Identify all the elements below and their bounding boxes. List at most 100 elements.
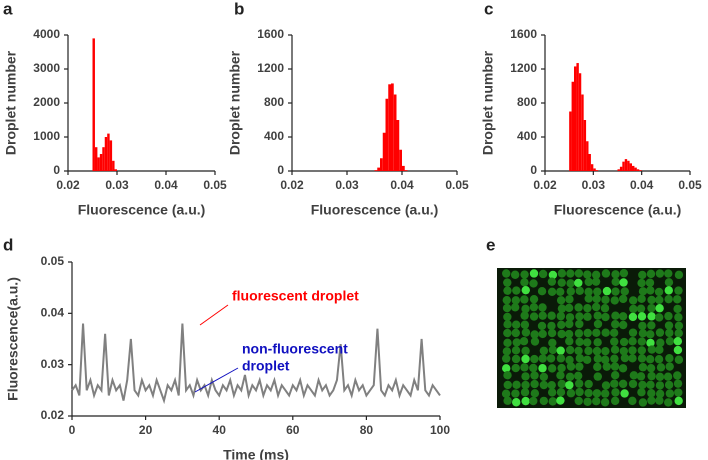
histogram-bar bbox=[583, 120, 587, 171]
droplet bbox=[503, 371, 512, 380]
droplet bbox=[591, 277, 601, 286]
y-axis-title: Droplet number bbox=[480, 50, 496, 155]
y-axis-title: Droplet number bbox=[227, 50, 243, 155]
y-tick-label: 1600 bbox=[510, 27, 537, 41]
droplet bbox=[584, 277, 593, 287]
droplet bbox=[601, 355, 610, 364]
droplet bbox=[601, 269, 611, 278]
x-tick-label: 40 bbox=[213, 423, 227, 437]
x-tick-label: 0.02 bbox=[280, 178, 304, 192]
droplet bbox=[584, 346, 593, 356]
droplet bbox=[511, 296, 521, 305]
droplet bbox=[620, 353, 630, 363]
histogram-bar bbox=[92, 38, 95, 172]
droplet bbox=[529, 302, 539, 312]
droplet bbox=[575, 286, 584, 296]
histogram-bar bbox=[590, 164, 594, 171]
histogram-bar bbox=[97, 157, 100, 171]
droplet bbox=[674, 270, 684, 280]
droplet bbox=[582, 355, 592, 364]
droplet bbox=[664, 294, 673, 304]
droplet bbox=[583, 328, 592, 338]
droplet bbox=[601, 328, 610, 337]
droplet bbox=[673, 371, 682, 380]
droplet bbox=[602, 286, 612, 296]
y-tick-label: 1200 bbox=[257, 61, 284, 75]
droplet bbox=[664, 311, 673, 321]
annotation-leader bbox=[199, 304, 229, 326]
droplet bbox=[628, 337, 637, 346]
droplet bbox=[574, 329, 584, 338]
droplet bbox=[539, 396, 549, 406]
histogram-bar bbox=[571, 81, 574, 171]
droplet bbox=[565, 337, 574, 346]
droplet bbox=[637, 346, 647, 355]
droplet bbox=[636, 372, 646, 381]
droplet bbox=[628, 296, 638, 305]
droplet bbox=[574, 269, 584, 278]
droplet bbox=[512, 338, 521, 347]
droplet bbox=[583, 303, 592, 313]
droplet bbox=[638, 380, 647, 390]
droplet bbox=[520, 278, 529, 287]
droplet bbox=[637, 388, 646, 397]
droplet bbox=[673, 304, 682, 314]
y-tick-label: 0.05 bbox=[41, 254, 65, 268]
histogram-bar bbox=[374, 170, 378, 171]
droplet bbox=[565, 295, 574, 304]
y-tick-label: 0 bbox=[277, 163, 284, 177]
y-axis-title: Droplet number bbox=[3, 50, 19, 155]
droplet bbox=[557, 379, 566, 389]
droplet bbox=[566, 389, 576, 398]
droplet bbox=[575, 362, 584, 371]
droplet bbox=[538, 364, 547, 373]
droplet bbox=[674, 286, 683, 295]
droplet bbox=[665, 336, 675, 346]
droplet bbox=[665, 389, 675, 398]
panel-label: d bbox=[3, 235, 13, 254]
droplet bbox=[646, 286, 655, 295]
histogram-bar bbox=[399, 149, 402, 171]
droplet bbox=[593, 338, 602, 347]
droplet bbox=[673, 345, 683, 355]
droplet bbox=[636, 304, 646, 313]
droplet bbox=[521, 354, 530, 364]
droplet bbox=[647, 371, 656, 381]
data-line bbox=[71, 323, 441, 405]
histogram-bar bbox=[404, 170, 408, 171]
droplet bbox=[591, 270, 601, 280]
y-tick-label: 3000 bbox=[33, 61, 60, 75]
droplet bbox=[557, 329, 566, 339]
droplet bbox=[511, 363, 520, 373]
annotation: droplet bbox=[242, 358, 290, 374]
droplet bbox=[548, 345, 558, 355]
droplet bbox=[564, 329, 574, 339]
droplet bbox=[557, 278, 566, 287]
droplet bbox=[611, 320, 620, 329]
droplet bbox=[538, 329, 547, 339]
histogram-bar bbox=[388, 84, 391, 171]
droplet bbox=[654, 287, 664, 297]
droplet bbox=[638, 363, 648, 372]
droplet bbox=[565, 345, 575, 355]
droplet bbox=[628, 312, 638, 322]
droplet bbox=[629, 371, 639, 380]
droplet bbox=[520, 388, 530, 397]
histogram-bar bbox=[102, 147, 105, 171]
droplet bbox=[566, 279, 575, 288]
histogram-bar bbox=[377, 167, 380, 171]
droplet bbox=[600, 304, 610, 313]
droplet bbox=[529, 363, 538, 373]
droplet bbox=[574, 379, 584, 388]
histogram-bar bbox=[99, 154, 103, 171]
droplet bbox=[647, 321, 656, 330]
droplet bbox=[538, 354, 547, 363]
x-tick-label: 0.04 bbox=[390, 178, 414, 192]
histogram-bar bbox=[114, 169, 117, 171]
droplet bbox=[547, 328, 557, 338]
droplet bbox=[502, 303, 512, 313]
x-tick-label: 0.03 bbox=[582, 178, 606, 192]
histogram-bar bbox=[578, 73, 582, 171]
droplet bbox=[502, 295, 511, 305]
droplet bbox=[655, 389, 665, 399]
